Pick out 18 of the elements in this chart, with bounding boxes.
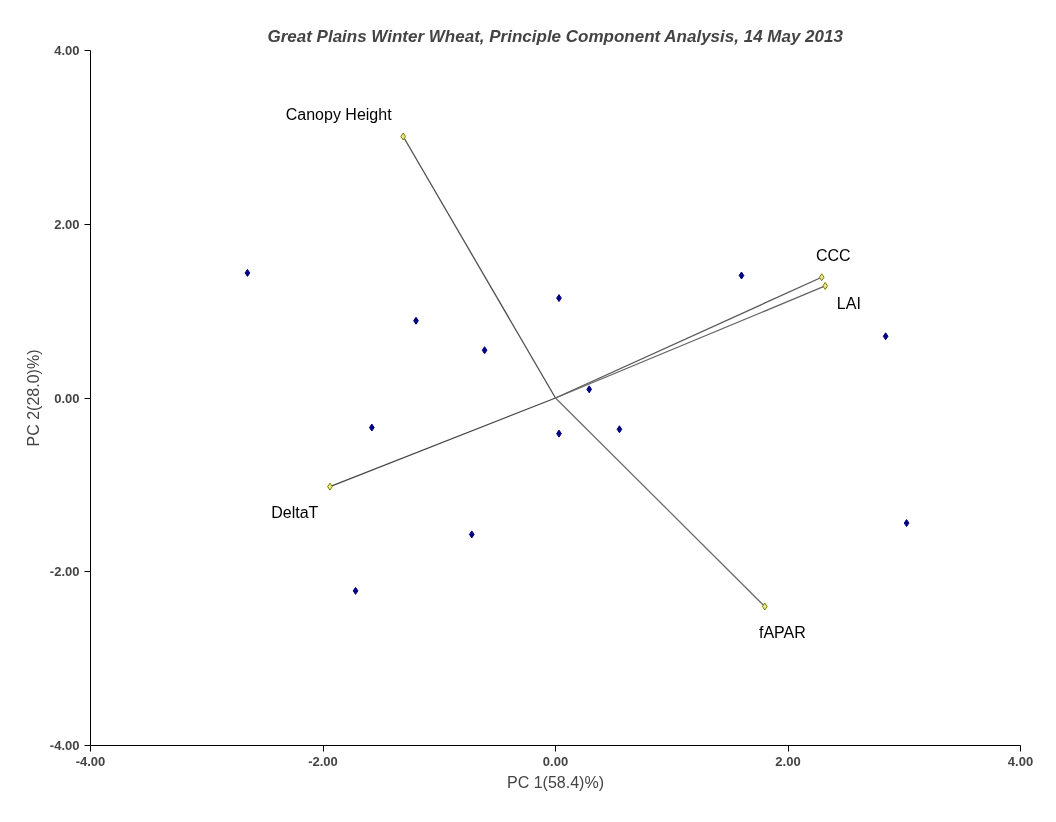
series-label: DeltaT [271,504,319,522]
x-tick-label: -2.00 [308,753,338,769]
y-tick-label: -4.00 [49,738,80,753]
x-tick-label: 2.00 [775,753,801,769]
y-tick-label: 0.00 [54,390,80,406]
series-label: CCC [815,247,851,265]
y-axis-title: PC 2(28.0)%) [24,349,42,447]
series-label: Canopy Height [285,106,393,124]
series-label: fAPAR [758,624,806,642]
x-axis-title: PC 1(58.4)%) [507,773,604,791]
x-tick-label: -4.00 [75,753,106,769]
x-tick-label: 4.00 [1007,753,1034,769]
y-tick-label: 2.00 [54,216,80,232]
series-label: LAI [836,294,861,312]
chart-title: Great Plains Winter Wheat, Principle Component Analysis, 14 May 2013 [267,26,844,46]
y-tick-label: 4.00 [54,43,80,58]
y-tick-label: -2.00 [49,564,80,580]
x-tick-label: 0.00 [542,753,569,769]
